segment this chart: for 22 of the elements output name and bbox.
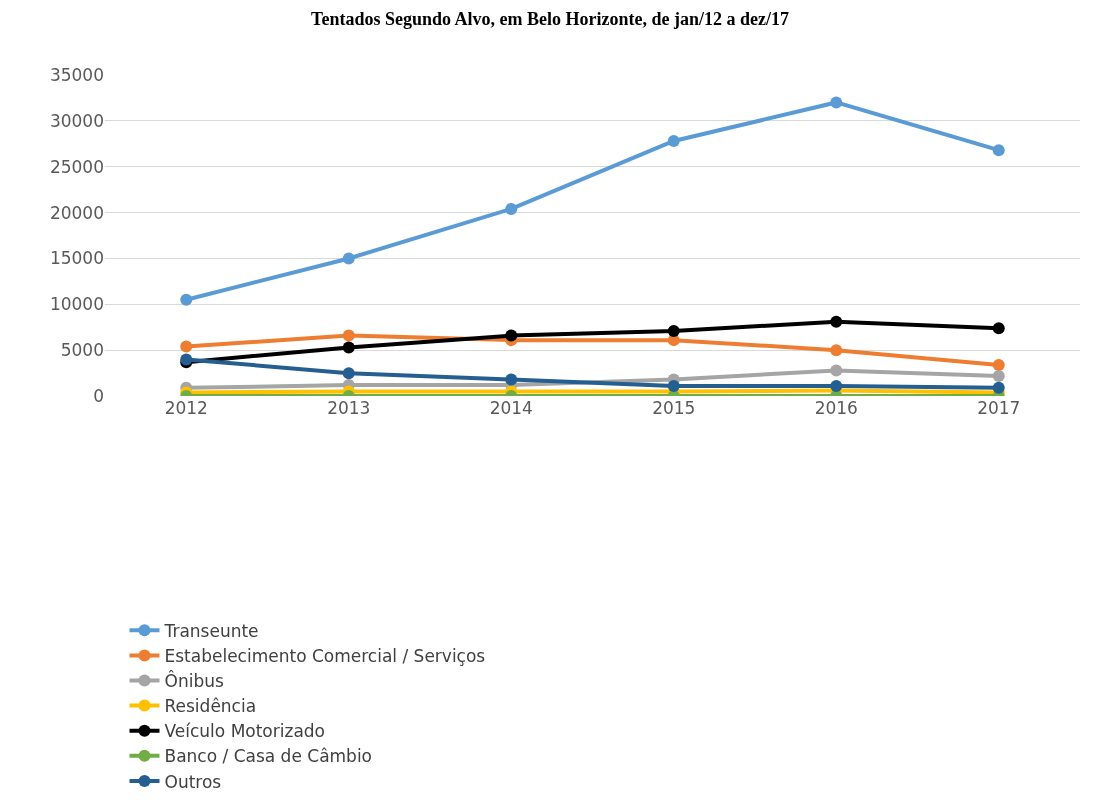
- legend-label: Ônibus: [164, 670, 224, 692]
- x-tick-label: 2013: [327, 398, 371, 419]
- legend-label: Estabelecimento Comercial / Serviços: [164, 646, 486, 667]
- legend-label: Transeunte: [163, 620, 259, 641]
- legend-label: Veículo Motorizado: [164, 721, 326, 742]
- y-tick-label: 25000: [49, 156, 104, 177]
- y-tick-label: 20000: [49, 202, 104, 223]
- y-tick-label: 0: [93, 386, 104, 407]
- y-tick-label: 10000: [49, 294, 104, 315]
- y-tick-label: 15000: [49, 248, 104, 269]
- x-tick-label: 2016: [814, 398, 858, 419]
- chart-title: Tentados Segundo Alvo, em Belo Horizonte, de jan/12 a dez/17: [311, 8, 789, 29]
- y-tick-label: 35000: [49, 64, 104, 85]
- y-tick-label: 30000: [49, 110, 104, 131]
- x-tick-label: 2014: [489, 398, 533, 419]
- legend-label: Residência: [164, 696, 257, 717]
- y-tick-label: 5000: [60, 340, 104, 361]
- legend-label: Banco / Casa de Câmbio: [164, 746, 373, 767]
- x-tick-label: 2015: [652, 398, 696, 419]
- x-tick-label: 2012: [164, 398, 208, 419]
- x-tick-label: 2017: [977, 398, 1021, 419]
- legend-label: Outros: [164, 771, 222, 792]
